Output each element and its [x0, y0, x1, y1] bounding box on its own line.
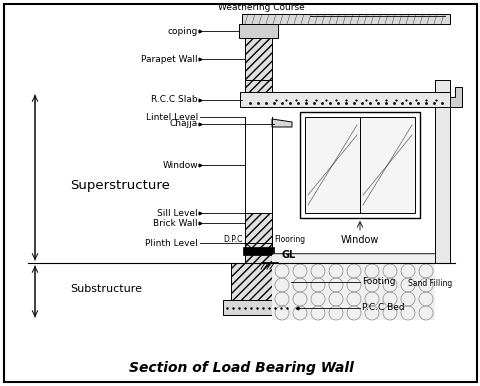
Text: Chajja: Chajja [169, 120, 198, 129]
Text: Plinth Level: Plinth Level [145, 239, 198, 247]
Bar [223, 300, 293, 315]
Text: Lintel Level: Lintel Level [145, 112, 198, 122]
Bar [240, 92, 449, 107]
Text: Footing: Footing [361, 277, 395, 286]
Bar [244, 38, 271, 80]
Text: GL: GL [281, 250, 296, 260]
Text: Parapet Wall: Parapet Wall [141, 54, 198, 64]
Polygon shape [449, 87, 461, 107]
Bar [434, 107, 449, 263]
Text: P.C.C Bed: P.C.C Bed [361, 303, 404, 312]
Bar [300, 112, 419, 218]
Bar [239, 24, 277, 38]
Text: Sand Filling: Sand Filling [407, 279, 451, 288]
Text: Section of Load Bearing Wall: Section of Load Bearing Wall [128, 361, 353, 375]
Text: Window: Window [340, 235, 378, 245]
Text: Flooring: Flooring [274, 235, 304, 244]
Text: D.P.C: D.P.C [223, 235, 242, 244]
Text: Superstructure: Superstructure [70, 178, 169, 191]
Text: Weathering Course: Weathering Course [218, 3, 304, 12]
Bar [230, 263, 286, 300]
Polygon shape [271, 119, 291, 127]
Bar [242, 247, 274, 255]
Bar [271, 253, 434, 255]
Text: Brick Wall: Brick Wall [153, 218, 198, 227]
Bar [244, 80, 271, 107]
Bar [304, 117, 414, 213]
Bar [244, 117, 271, 213]
Bar [244, 213, 271, 243]
Text: coping: coping [167, 27, 198, 36]
Bar [434, 80, 449, 92]
Text: Window: Window [162, 161, 198, 169]
Text: Sill Level: Sill Level [157, 208, 198, 217]
Bar [244, 243, 271, 263]
Bar [271, 255, 434, 320]
Text: Substructure: Substructure [70, 284, 142, 294]
Bar [241, 14, 449, 24]
Text: R.C.C Slab: R.C.C Slab [151, 95, 198, 104]
